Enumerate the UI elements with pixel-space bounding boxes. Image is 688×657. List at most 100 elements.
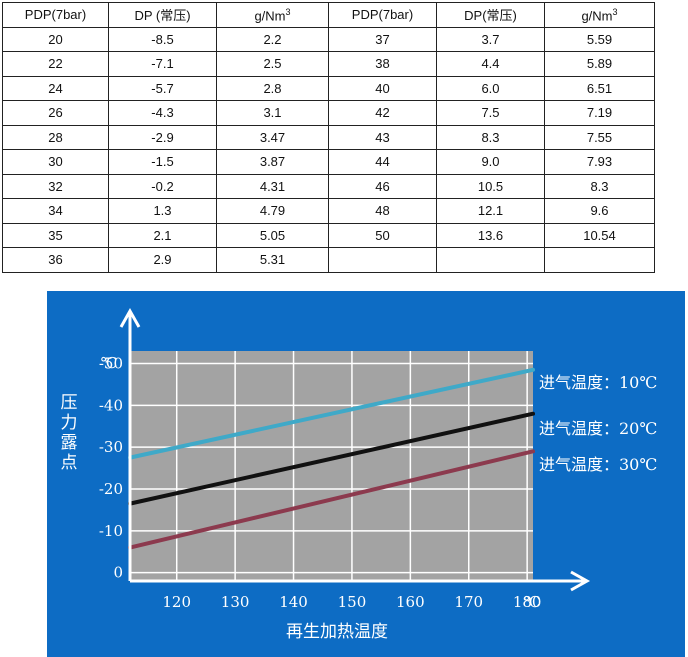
cell-dp-right <box>436 247 545 273</box>
cell-pdp-right: 37 <box>328 26 437 52</box>
x-tick-label: 160 <box>396 593 425 611</box>
cell-pdp-right: 50 <box>328 222 437 248</box>
x-tick-label: 140 <box>279 593 308 611</box>
cell-pdp-left: 36 <box>2 247 109 273</box>
table-row: 28 -2.9 3.47 43 8.3 7.55 <box>2 124 655 150</box>
cell-gnm-right: 5.59 <box>544 26 655 52</box>
cell-pdp-left: 20 <box>2 26 109 52</box>
cell-dp-left: -5.7 <box>108 75 217 101</box>
x-tick-label: 150 <box>338 593 367 611</box>
cell-gnm-right <box>544 247 655 273</box>
y-tick-label: -10 <box>99 522 123 540</box>
header-pdp-right: PDP(7bar) <box>328 2 437 28</box>
cell-pdp-right: 43 <box>328 124 437 150</box>
y-tick-label: -50 <box>99 355 123 373</box>
cell-pdp-right: 38 <box>328 51 437 77</box>
cell-dp-right: 4.4 <box>436 51 545 77</box>
cell-pdp-left: 32 <box>2 173 109 199</box>
cell-dp-left: -4.3 <box>108 100 217 126</box>
cell-dp-right: 12.1 <box>436 198 545 224</box>
cell-gnm-right: 6.51 <box>544 75 655 101</box>
cell-dp-left: -8.5 <box>108 26 217 52</box>
x-tick-label: 170 <box>454 593 483 611</box>
x-tick-label: 180 <box>513 593 542 611</box>
series-label-3: 进气温度：30℃ <box>539 455 657 474</box>
y-axis-label-char: 压 <box>61 393 78 413</box>
cell-dp-left: -7.1 <box>108 51 217 77</box>
cell-pdp-right: 44 <box>328 149 437 175</box>
dew-point-chart: 120 130 140 150 160 170 180 -50 -40 -30 -20 -10 0 进气… <box>47 291 685 657</box>
cell-pdp-left: 30 <box>2 149 109 175</box>
series-line-3 <box>128 449 535 550</box>
cell-dp-right: 9.0 <box>436 149 545 175</box>
cell-pdp-right <box>328 247 437 273</box>
y-axis-arrow <box>119 307 141 328</box>
cell-gnm-left: 2.5 <box>216 51 329 77</box>
cell-gnm-right: 8.3 <box>544 173 655 199</box>
cell-pdp-left: 26 <box>2 100 109 126</box>
header-pdp-left: PDP(7bar) <box>2 2 109 28</box>
x-axis-label: 再生加热温度 <box>286 622 388 642</box>
cell-gnm-left: 2.2 <box>216 26 329 52</box>
x-unit-label: ℃ <box>524 593 541 611</box>
table-row: 26 -4.3 3.1 42 7.5 7.19 <box>2 100 655 126</box>
cell-pdp-right: 42 <box>328 100 437 126</box>
cell-gnm-left: 3.47 <box>216 124 329 150</box>
cell-gnm-left: 3.87 <box>216 149 329 175</box>
axes <box>119 307 591 592</box>
cell-dp-right: 6.0 <box>436 75 545 101</box>
dew-point-table: PDP(7bar) DP (常压) g/Nm3 PDP(7bar) DP(常压)… <box>2 2 655 273</box>
cell-dp-right: 10.5 <box>436 173 545 199</box>
tick-labels: 120 130 140 150 160 170 180 -50 -40 -30 -20 -10 0 <box>99 355 542 611</box>
series-label-1: 进气温度：10℃ <box>539 373 657 392</box>
cell-gnm-right: 10.54 <box>544 222 655 248</box>
y-unit-label: ℃ <box>101 354 118 372</box>
x-axis-arrow <box>570 570 591 592</box>
series-line-1 <box>128 367 535 460</box>
table-row: 24 -5.7 2.8 40 6.0 6.51 <box>2 75 655 101</box>
cell-gnm-right: 7.19 <box>544 100 655 126</box>
cell-pdp-right: 46 <box>328 173 437 199</box>
cell-dp-left: -1.5 <box>108 149 217 175</box>
cell-dp-left: 2.9 <box>108 247 217 273</box>
cell-pdp-right: 48 <box>328 198 437 224</box>
cell-gnm-right: 7.55 <box>544 124 655 150</box>
cell-dp-left: 2.1 <box>108 222 217 248</box>
cell-dp-right: 8.3 <box>436 124 545 150</box>
cell-gnm-right: 7.93 <box>544 149 655 175</box>
cell-dp-left: 1.3 <box>108 198 217 224</box>
cell-pdp-left: 28 <box>2 124 109 150</box>
table-row: 30 -1.5 3.87 44 9.0 7.93 <box>2 149 655 175</box>
cell-dp-right: 7.5 <box>436 100 545 126</box>
series-line-2 <box>128 411 535 506</box>
cell-gnm-left: 5.05 <box>216 222 329 248</box>
chart-canvas: 120 130 140 150 160 170 180 -50 -40 -30 -20 -10 0 进气… <box>61 307 657 642</box>
table-row: 36 2.9 5.31 <box>2 247 655 273</box>
y-tick-label: -40 <box>99 396 123 414</box>
cell-gnm-left: 5.31 <box>216 247 329 273</box>
cell-dp-right: 13.6 <box>436 222 545 248</box>
cell-dp-left: -0.2 <box>108 173 217 199</box>
table-row: 35 2.1 5.05 50 13.6 10.54 <box>2 222 655 248</box>
cell-pdp-right: 40 <box>328 75 437 101</box>
table-row: 34 1.3 4.79 48 12.1 9.6 <box>2 198 655 224</box>
cell-gnm-left: 2.8 <box>216 75 329 101</box>
cell-pdp-left: 24 <box>2 75 109 101</box>
x-tick-label: 120 <box>162 593 191 611</box>
header-gnm-left: g/Nm3 <box>216 2 329 28</box>
y-axis-label: 压力露点 <box>61 393 78 473</box>
cell-gnm-left: 4.79 <box>216 198 329 224</box>
cell-pdp-left: 34 <box>2 198 109 224</box>
header-gnm-right: g/Nm3 <box>544 2 655 28</box>
dew-point-table-container: PDP(7bar) DP (常压) g/Nm3 PDP(7bar) DP(常压)… <box>2 2 655 273</box>
cell-pdp-left: 22 <box>2 51 109 77</box>
y-tick-label: -30 <box>99 438 123 456</box>
header-dp-right: DP(常压) <box>436 2 545 28</box>
y-tick-label: -20 <box>99 480 123 498</box>
cell-dp-right: 3.7 <box>436 26 545 52</box>
cell-gnm-left: 4.31 <box>216 173 329 199</box>
cell-pdp-left: 35 <box>2 222 109 248</box>
cell-dp-left: -2.9 <box>108 124 217 150</box>
series-labels: 进气温度：10℃ 进气温度：20℃ 进气温度：30℃ <box>539 373 657 474</box>
table-row: 20 -8.5 2.2 37 3.7 5.59 <box>2 26 655 52</box>
